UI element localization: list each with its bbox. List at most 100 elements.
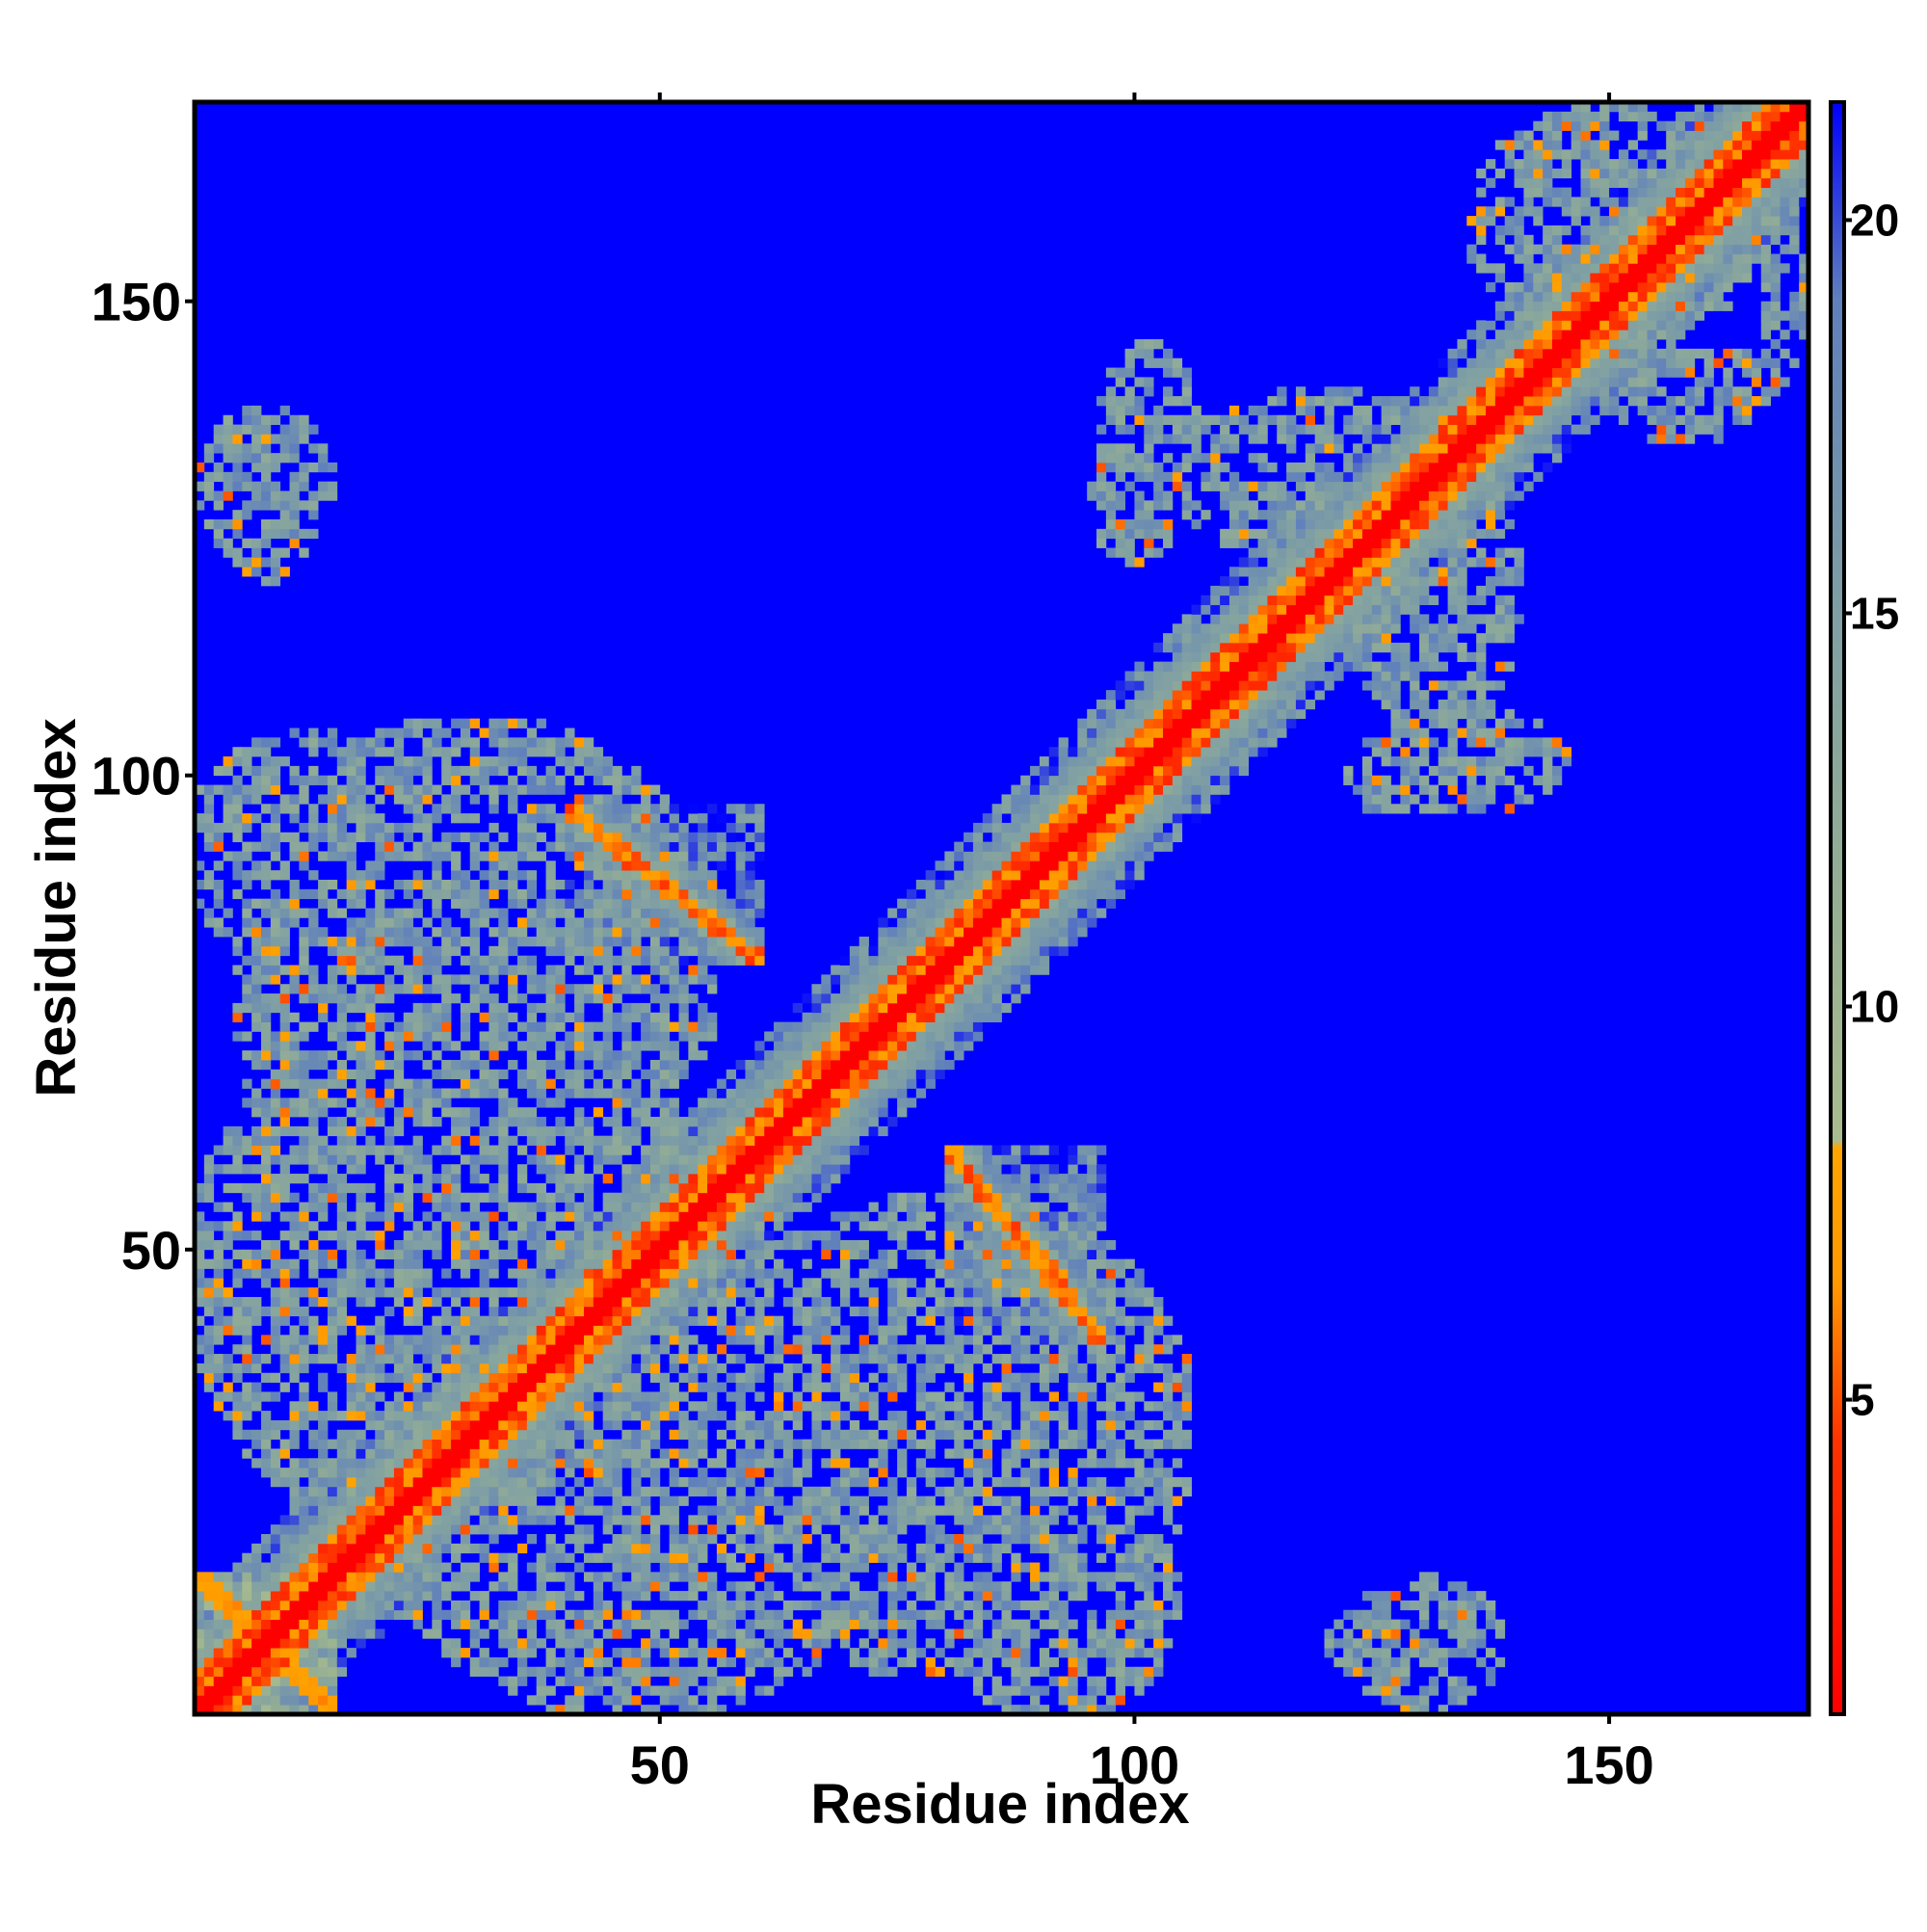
heatmap-cell	[1087, 1145, 1097, 1155]
heatmap-cell	[831, 1543, 841, 1554]
heatmap-cell	[716, 1258, 727, 1269]
heatmap-cell	[602, 1609, 613, 1620]
heatmap-cell	[242, 1401, 252, 1412]
heatmap-cell	[574, 1164, 585, 1175]
heatmap-cell	[195, 1572, 215, 1582]
heatmap-cell	[1447, 1676, 1458, 1686]
heatmap-cell	[356, 1600, 366, 1611]
heatmap-cell	[944, 1552, 955, 1563]
heatmap-cell	[555, 1098, 566, 1108]
heatmap-cell	[688, 1666, 699, 1678]
heatmap-cell	[469, 1306, 480, 1317]
heatmap-cell	[868, 1656, 879, 1668]
heatmap-cell	[1447, 1628, 1458, 1639]
heatmap-cell	[858, 1249, 869, 1260]
heatmap-cell	[1068, 1354, 1078, 1364]
heatmap-cell	[1058, 1174, 1069, 1184]
heatmap-cell	[821, 1125, 832, 1137]
heatmap-cell	[289, 1287, 300, 1298]
heatmap-cell	[792, 1239, 803, 1251]
heatmap-cell	[688, 1401, 699, 1412]
heatmap-cell	[432, 1391, 442, 1402]
heatmap-cell	[935, 1296, 945, 1308]
heatmap-cell	[868, 1354, 879, 1364]
heatmap-cell	[393, 1609, 405, 1620]
heatmap-cell	[897, 1515, 908, 1525]
heatmap-cell	[498, 1231, 509, 1241]
heatmap-cell	[526, 1666, 538, 1678]
heatmap-cell	[308, 1145, 319, 1155]
heatmap-cell	[432, 1069, 442, 1080]
heatmap-cell	[242, 1638, 252, 1649]
heatmap-cell	[1105, 1543, 1117, 1554]
heatmap-cell	[565, 1419, 575, 1431]
heatmap-cell	[631, 1524, 642, 1535]
heatmap-cell	[602, 1458, 613, 1469]
heatmap-cell	[831, 1476, 841, 1488]
heatmap-cell	[840, 1534, 851, 1545]
heatmap-cell	[1011, 1505, 1021, 1516]
heatmap-cell	[517, 1287, 528, 1298]
heatmap-cell	[878, 1656, 888, 1668]
heatmap-cell	[1011, 1439, 1021, 1449]
heatmap-cell	[954, 1278, 964, 1288]
heatmap-cell	[1039, 1258, 1050, 1269]
heatmap-cell	[659, 1059, 671, 1071]
heatmap-cell	[621, 1581, 632, 1592]
heatmap-cell	[982, 1258, 993, 1269]
heatmap-cell	[678, 1182, 689, 1194]
heatmap-cell	[944, 1382, 955, 1392]
heatmap-cell	[659, 1154, 671, 1165]
heatmap-cell	[223, 1135, 233, 1146]
heatmap-cell	[726, 1372, 737, 1383]
heatmap-cell	[782, 1078, 794, 1089]
heatmap-cell	[698, 1354, 708, 1364]
heatmap-cell	[289, 1069, 300, 1080]
heatmap-cell	[213, 1391, 224, 1402]
heatmap-cell	[1087, 1495, 1097, 1506]
heatmap-cell	[375, 1117, 385, 1127]
heatmap-cell	[972, 1192, 984, 1203]
heatmap-cell	[308, 1476, 319, 1488]
heatmap-cell	[242, 1363, 252, 1374]
heatmap-cell	[821, 1439, 832, 1449]
heatmap-cell	[1172, 1524, 1183, 1535]
heatmap-cell	[745, 1192, 755, 1203]
heatmap-cell	[688, 1534, 699, 1545]
heatmap-cell	[1172, 1591, 1183, 1601]
heatmap-cell	[821, 1164, 832, 1175]
heatmap-cell	[745, 1372, 755, 1383]
heatmap-cell	[678, 1059, 689, 1071]
heatmap-cell	[745, 1098, 755, 1108]
heatmap-cell	[1134, 1552, 1145, 1563]
heatmap-cell	[698, 1439, 708, 1449]
heatmap-cell	[698, 1572, 708, 1582]
heatmap-cell	[774, 1619, 784, 1629]
heatmap-cell	[508, 1429, 518, 1440]
heatmap-cell	[565, 1231, 575, 1241]
heatmap-cell	[260, 1429, 272, 1440]
heatmap-cell	[479, 1666, 489, 1678]
heatmap-cell	[649, 1125, 661, 1137]
heatmap-cell	[678, 1287, 689, 1298]
heatmap-cell	[1068, 1335, 1078, 1345]
heatmap-cell	[536, 1287, 546, 1298]
heatmap-cell	[621, 1562, 632, 1573]
heatmap-cell	[232, 1296, 243, 1308]
heatmap-cell	[195, 1231, 215, 1241]
heatmap-cell	[251, 1021, 262, 1032]
heatmap-cell	[479, 1458, 489, 1469]
heatmap-cell	[1105, 1315, 1117, 1326]
heatmap-cell	[1039, 1458, 1050, 1469]
heatmap-cell	[1144, 1619, 1154, 1629]
heatmap-cell	[517, 1666, 528, 1678]
heatmap-cell	[868, 1411, 879, 1421]
heatmap-cell	[944, 1268, 955, 1279]
heatmap-cell	[232, 1125, 243, 1137]
heatmap-cell	[1039, 1249, 1050, 1260]
heatmap-cell	[641, 1685, 651, 1696]
heatmap-cell	[1144, 1344, 1154, 1355]
heatmap-cell	[641, 1562, 651, 1573]
heatmap-cell	[545, 1656, 556, 1668]
heatmap-cell	[698, 1164, 708, 1175]
